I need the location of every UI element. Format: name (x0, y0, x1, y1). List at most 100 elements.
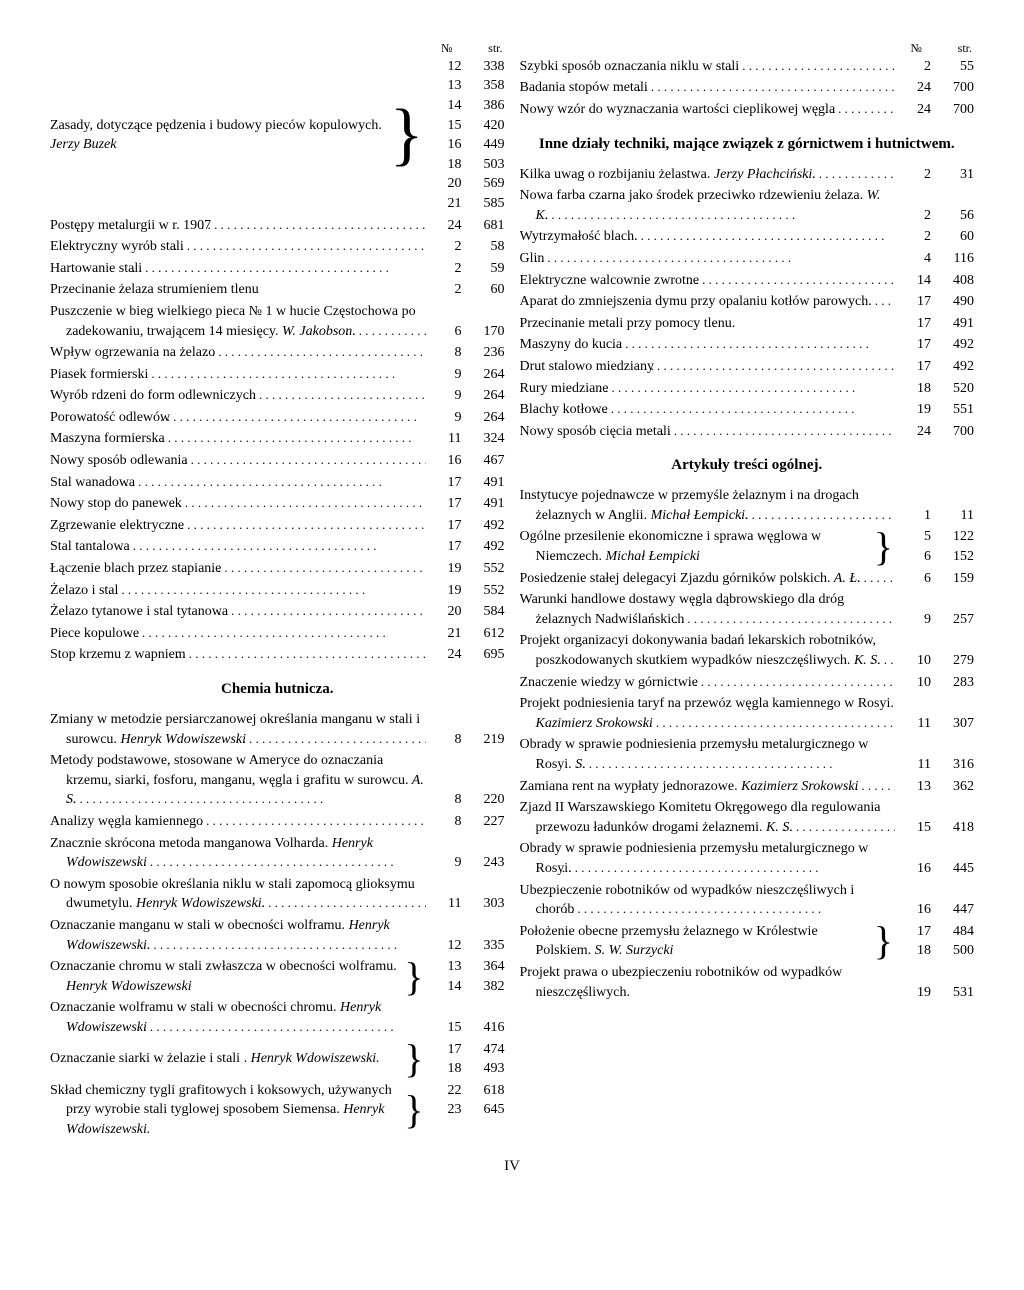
index-entry: Piece kopulowe21612 (50, 624, 505, 644)
entry-text: Aparat do zmniejszenia dymu przy opalani… (520, 292, 896, 312)
index-entry: Posiedzenie stałej delegacyi Zjazdu górn… (520, 569, 975, 589)
index-entry: Oznaczanie manganu w stali w obecności w… (50, 916, 505, 955)
index-entry: Szybki sposób oznaczania niklu w stali25… (520, 57, 975, 77)
entry-text: Łączenie blach przez stapianie (50, 559, 426, 579)
index-entry: Stal wanadowa17491 (50, 473, 505, 493)
index-entry: Maszyna formierska11324 (50, 429, 505, 449)
entry-text: Drut stalowo miedziany (520, 357, 896, 377)
index-entry: Wytrzymałość blach.260 (520, 227, 975, 247)
index-entry: Nowa farba czarna jako środek przeciwko … (520, 186, 975, 225)
entry-text: O nowym sposobie określania niklu w stal… (50, 875, 426, 914)
index-entry: Glin4116 (520, 249, 975, 269)
entry-text: Zamiana rent na wypłaty jednorazowe. Kaz… (520, 777, 896, 797)
entry-text: Rury miedziane (520, 379, 896, 399)
index-entry: Piasek formierski9264 (50, 365, 505, 385)
left-section1: Zmiany w metodzie persiarczanowej określ… (50, 710, 505, 955)
right-section3c: Projekt prawa o ubezpieczeniu robotników… (520, 963, 975, 1002)
index-entry: Badania stopów metali24700 (520, 78, 975, 98)
index-entry: Nowy sposób odlewania16467 (50, 451, 505, 471)
entry-text: Kilka uwag o rozbijaniu żelastwa. Jerzy … (520, 165, 896, 185)
entry-text: Projekt podniesienia taryf na przewóz wę… (520, 694, 896, 733)
index-entry: Kilka uwag o rozbijaniu żelastwa. Jerzy … (520, 165, 975, 185)
entry-text: Posiedzenie stałej delegacyi Zjazdu górn… (520, 569, 896, 589)
index-entry: O nowym sposobie określania niklu w stal… (50, 875, 505, 914)
index-entry: Znacznie skrócona metoda manganowa Volha… (50, 834, 505, 873)
entry-text: Stal wanadowa (50, 473, 426, 493)
index-entry: Elektryczny wyrób stali258 (50, 237, 505, 257)
index-entry: Projekt organizacyi dokonywania badań le… (520, 631, 975, 670)
entry-text: Porowatość odlewów (50, 408, 426, 428)
entry-text: Znacznie skrócona metoda manganowa Volha… (50, 834, 426, 873)
left-column: № str. Zasady, dotyczące pędzenia i budo… (50, 40, 505, 1141)
right-section3b: Posiedzenie stałej delegacyi Zjazdu górn… (520, 569, 975, 920)
entry-text: Obrady w sprawie podniesienia przemysłu … (520, 735, 896, 774)
entry-text: Zmiany w metodzie persiarczanowej określ… (50, 710, 426, 749)
right-top: Szybki sposób oznaczania niklu w stali25… (520, 57, 975, 120)
entry-text: Puszczenie w bieg wielkiego pieca № 1 w … (50, 302, 426, 341)
index-entry: Zjazd II Warszawskiego Komitetu Okręgowe… (520, 798, 975, 837)
page-columns: № str. Zasady, dotyczące pędzenia i budo… (50, 40, 974, 1141)
index-entry: Instytucye pojednawcze w przemyśle żelaz… (520, 486, 975, 525)
index-entry: Zmiany w metodzie persiarczanowej określ… (50, 710, 505, 749)
index-entry: Stal tantalowa17492 (50, 537, 505, 557)
entry-text: Obrady w sprawie podniesienia przemysłu … (520, 839, 896, 878)
entry-text: Elektryczne walcownie zwrotne (520, 271, 896, 291)
entry-text: Wyrób rdzeni do form odlewniczych (50, 386, 426, 406)
entry-text: Nowa farba czarna jako środek przeciwko … (520, 186, 896, 225)
entry-text: Maszyny do kucia (520, 335, 896, 355)
page-number: IV (50, 1156, 974, 1177)
index-entry: Przecinanie żelaza strumieniem tlenu260 (50, 280, 505, 300)
entry-text: Piece kopulowe (50, 624, 426, 644)
index-entry: Maszyny do kucia17492 (520, 335, 975, 355)
index-entry: Oznaczanie wolframu w stali w obecności … (50, 998, 505, 1037)
ogolne-multi: Ogólne przesilenie ekonomiczne i sprawa … (520, 527, 975, 566)
entry-text: Badania stopów metali (520, 78, 896, 98)
index-entry: Obrady w sprawie podniesienia przemysłu … (520, 839, 975, 878)
sklad-multi: Skład chemiczny tygli grafitowych i koks… (50, 1081, 505, 1140)
left-header: № str. (50, 40, 505, 57)
entry-text: Postępy metalurgii w r. 1907 (50, 216, 426, 236)
index-entry: Aparat do zmniejszenia dymu przy opalani… (520, 292, 975, 312)
entry-text: Nowy sposób cięcia metali (520, 422, 896, 442)
entry-text: Metody podstawowe, stosowane w Ameryce d… (50, 751, 426, 810)
chrom-multi: Oznaczanie chromu w stali zwłaszcza w ob… (50, 957, 505, 996)
entry-text: Przecinanie metali przy pomocy tlenu. (520, 314, 896, 334)
entry-text: Hartowanie stali (50, 259, 426, 279)
entry-text: Warunki handlowe dostawy węgla dąbrowski… (520, 590, 896, 629)
entry-text: Blachy kotłowe (520, 400, 896, 420)
index-entry: Drut stalowo miedziany17492 (520, 357, 975, 377)
index-entry: Ubezpieczenie robotników od wypadków nie… (520, 881, 975, 920)
index-entry: Elektryczne walcownie zwrotne14408 (520, 271, 975, 291)
index-entry: Warunki handlowe dostawy węgla dąbrowski… (520, 590, 975, 629)
entry-text: Żelazo i stal (50, 581, 426, 601)
right-section2: Kilka uwag o rozbijaniu żelastwa. Jerzy … (520, 165, 975, 442)
right-header: № str. (520, 40, 975, 57)
index-entry: Wpływ ogrzewania na żelazo8236 (50, 343, 505, 363)
index-entry: Żelazo i stal19552 (50, 581, 505, 601)
entry-text: Oznaczanie wolframu w stali w obecności … (50, 998, 426, 1037)
entry-text: Nowy stop do panewek (50, 494, 426, 514)
index-entry: Stop krzemu z wapniem24695 (50, 645, 505, 665)
entry-text: Przecinanie żelaza strumieniem tlenu (50, 280, 426, 300)
entry-text: Nowy wzór do wyznaczania wartości ciepli… (520, 100, 896, 120)
index-entry: Blachy kotłowe19551 (520, 400, 975, 420)
index-entry: Rury miedziane18520 (520, 379, 975, 399)
index-entry: Postępy metalurgii w r. 190724681 (50, 216, 505, 236)
entry-text: Żelazo tytanowe i stal tytanowa (50, 602, 426, 622)
brace: } (388, 57, 426, 214)
index-entry: Nowy sposób cięcia metali24700 (520, 422, 975, 442)
right-column: № str. Szybki sposób oznaczania niklu w … (520, 40, 975, 1141)
index-entry: Nowy stop do panewek17491 (50, 494, 505, 514)
index-entry: Obrady w sprawie podniesienia przemysłu … (520, 735, 975, 774)
section-title: Chemia hutnicza. (50, 679, 505, 700)
header-str: str. (473, 40, 503, 57)
header-n: № (423, 40, 453, 57)
entry-text: Szybki sposób oznaczania niklu w stali (520, 57, 896, 77)
index-entry: Porowatość odlewów9264 (50, 408, 505, 428)
right-section3: Instytucye pojednawcze w przemyśle żelaz… (520, 486, 975, 525)
multi-nums: 1233813358143861542016449185032056921585 (426, 57, 505, 214)
entry-text: Stop krzemu z wapniem (50, 645, 426, 665)
index-entry: Znaczenie wiedzy w górnictwie10283 (520, 673, 975, 693)
entry-text: Znaczenie wiedzy w górnictwie (520, 673, 896, 693)
left-main-list: Postępy metalurgii w r. 190724681Elektry… (50, 216, 505, 665)
